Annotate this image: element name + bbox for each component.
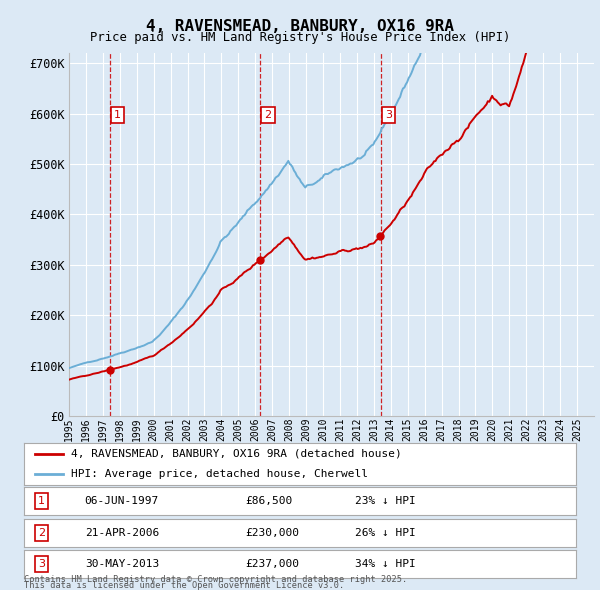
Text: 3: 3 bbox=[38, 559, 45, 569]
Text: 4, RAVENSMEAD, BANBURY, OX16 9RA: 4, RAVENSMEAD, BANBURY, OX16 9RA bbox=[146, 19, 454, 34]
Text: 21-APR-2006: 21-APR-2006 bbox=[85, 528, 159, 537]
Text: HPI: Average price, detached house, Cherwell: HPI: Average price, detached house, Cher… bbox=[71, 468, 368, 478]
Text: 1: 1 bbox=[38, 496, 45, 506]
Text: 3: 3 bbox=[385, 110, 392, 120]
Text: 1: 1 bbox=[114, 110, 121, 120]
Text: Price paid vs. HM Land Registry's House Price Index (HPI): Price paid vs. HM Land Registry's House … bbox=[90, 31, 510, 44]
Text: Contains HM Land Registry data © Crown copyright and database right 2025.: Contains HM Land Registry data © Crown c… bbox=[24, 575, 407, 584]
Text: £86,500: £86,500 bbox=[245, 496, 292, 506]
Text: 34% ↓ HPI: 34% ↓ HPI bbox=[355, 559, 416, 569]
Text: 2: 2 bbox=[265, 110, 272, 120]
Text: £230,000: £230,000 bbox=[245, 528, 299, 537]
Text: 26% ↓ HPI: 26% ↓ HPI bbox=[355, 528, 416, 537]
Text: 2: 2 bbox=[38, 528, 45, 537]
Text: 23% ↓ HPI: 23% ↓ HPI bbox=[355, 496, 416, 506]
Text: 4, RAVENSMEAD, BANBURY, OX16 9RA (detached house): 4, RAVENSMEAD, BANBURY, OX16 9RA (detach… bbox=[71, 449, 401, 459]
Text: 06-JUN-1997: 06-JUN-1997 bbox=[85, 496, 159, 506]
Text: This data is licensed under the Open Government Licence v3.0.: This data is licensed under the Open Gov… bbox=[24, 581, 344, 590]
Text: £237,000: £237,000 bbox=[245, 559, 299, 569]
Text: 30-MAY-2013: 30-MAY-2013 bbox=[85, 559, 159, 569]
